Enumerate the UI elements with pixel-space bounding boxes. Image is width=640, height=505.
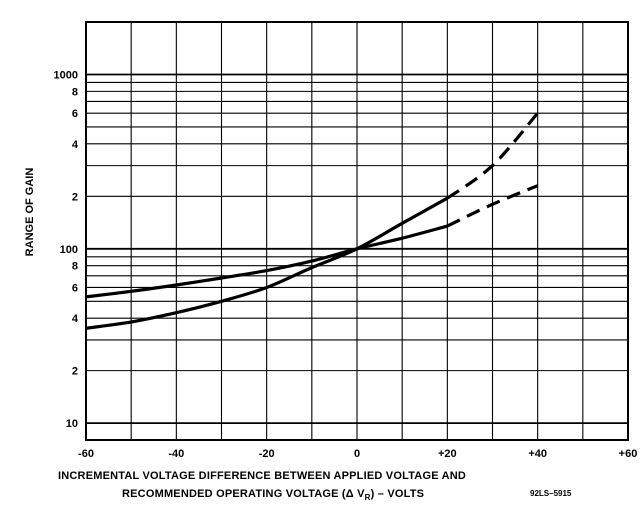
y-axis-label: RANGE OF GAIN: [24, 168, 36, 257]
y-tick-label: 6: [72, 108, 78, 120]
series-line-4: [446, 112, 539, 200]
x-tick-label: +40: [528, 448, 547, 460]
x-tick-label: 0: [354, 448, 360, 460]
y-tick-label: 4: [72, 139, 79, 151]
series-layer: [85, 112, 539, 330]
x-axis-label-line-2-text: RECOMMENDED OPERATING VOLTAGE (Δ V: [122, 488, 365, 500]
series-line-2: [446, 184, 539, 228]
vertical-gridlines: [85, 22, 629, 440]
y-tick-label: 2: [72, 366, 78, 378]
y-tick-label: 8: [72, 261, 78, 273]
x-tick-labels: -60 -40 -20 0 +20 +40 +60: [78, 448, 637, 460]
x-tick-label: -20: [259, 448, 275, 460]
x-tick-label: +20: [438, 448, 457, 460]
y-tick-label: 8: [72, 86, 78, 98]
figure-code: 92LS–5915: [530, 489, 572, 498]
y-tick-label: 10: [66, 418, 78, 430]
series-line-3: [85, 196, 449, 330]
x-axis-label-line-2-tail: ) – VOLTS: [370, 488, 425, 500]
y-tick-labels: 10 2 4 6 8 100 2 4 6 8 1000: [54, 69, 79, 430]
plot-frame: [85, 21, 629, 441]
y-tick-label: 6: [72, 282, 78, 294]
x-tick-label: -40: [168, 448, 184, 460]
y-tick-label: 1000: [54, 69, 78, 81]
x-tick-label: +60: [619, 448, 638, 460]
y-tick-label: 4: [72, 313, 79, 325]
y-tick-label: 100: [60, 244, 78, 256]
x-axis-label-subscript: R: [364, 493, 371, 503]
x-axis-label-line-1: INCREMENTAL VOLTAGE DIFFERENCE BETWEEN A…: [58, 470, 467, 482]
series-line-1: [85, 224, 448, 299]
x-tick-label: -60: [78, 448, 94, 460]
y-tick-label: 2: [72, 191, 78, 203]
x-axis-label-line-2: RECOMMENDED OPERATING VOLTAGE (Δ VR) – V…: [122, 488, 424, 502]
